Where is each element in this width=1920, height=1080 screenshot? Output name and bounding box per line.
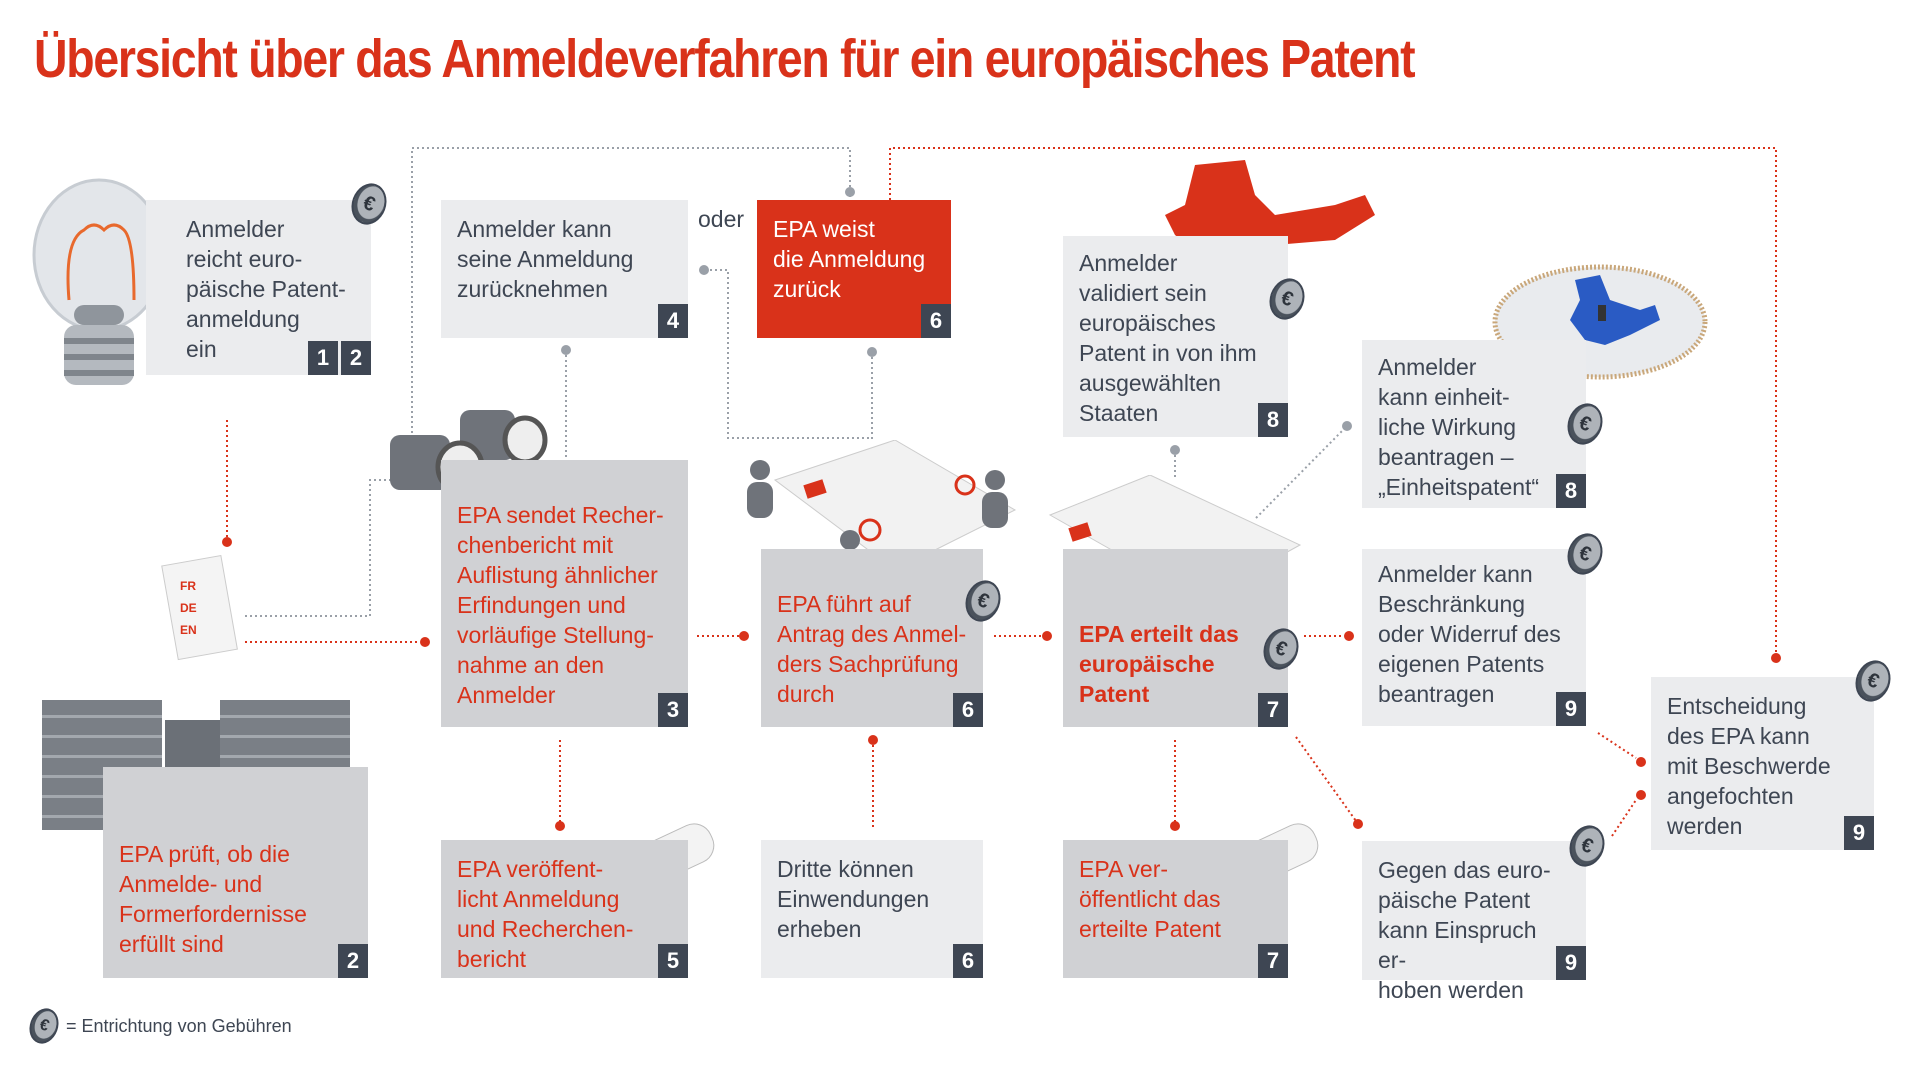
- rule-badge: 6: [953, 693, 983, 727]
- step-third-party: Dritte können Einwendungen erheben 6: [761, 840, 983, 978]
- step-appeal: Entscheidung des EPA kann mit Beschwerde…: [1651, 677, 1874, 850]
- rule-badge: 2: [341, 341, 371, 375]
- rule-badge: 6: [953, 944, 983, 978]
- step-search-report: EPA sendet Recher- chenbericht mit Aufli…: [441, 460, 688, 727]
- rule-badge: 3: [658, 693, 688, 727]
- rule-badge: 9: [1556, 946, 1586, 980]
- step-limitation: Anmelder kann Beschränkung oder Widerruf…: [1362, 549, 1586, 726]
- step-formal-check: EPA prüft, ob die Anmelde- und Formerfor…: [103, 767, 368, 978]
- step-text: Anmelder kann Beschränkung oder Widerruf…: [1378, 559, 1570, 709]
- rule-badge: 9: [1556, 692, 1586, 726]
- legend: € = Entrichtung von Gebühren: [30, 1008, 292, 1044]
- rule-badge: 4: [658, 304, 688, 338]
- step-grant: EPA erteilt das europäische Patent 7: [1063, 549, 1288, 727]
- step-text: Entscheidung des EPA kann mit Beschwerde…: [1667, 691, 1858, 841]
- rule-badge: 2: [338, 944, 368, 978]
- step-withdraw: Anmelder kann seine Anmeldung zurücknehm…: [441, 200, 688, 338]
- svg-text:DE: DE: [180, 601, 197, 615]
- step-text: EPA sendet Recher- chenbericht mit Aufli…: [457, 500, 672, 710]
- euro-coin-icon: €: [25, 1004, 64, 1047]
- rule-badge: 1: [308, 341, 338, 375]
- or-label: oder: [698, 206, 744, 233]
- step-text: Anmelder kann einheit- liche Wirkung bea…: [1378, 352, 1570, 502]
- step-opposition: Gegen das euro- päische Patent kann Eins…: [1362, 841, 1586, 980]
- svg-text:FR: FR: [180, 579, 196, 593]
- step-text: EPA prüft, ob die Anmelde- und Formerfor…: [119, 839, 352, 959]
- step-validation: Anmelder validiert sein europäisches Pat…: [1063, 236, 1288, 437]
- svg-text:EN: EN: [180, 623, 197, 637]
- rule-badge: 8: [1556, 474, 1586, 508]
- rule-badge: 7: [1258, 693, 1288, 727]
- rule-badge: 7: [1258, 944, 1288, 978]
- step-grant-publication: EPA ver- öffentlicht das erteilte Patent…: [1063, 840, 1288, 978]
- step-text: EPA führt auf Antrag des Anmel- ders Sac…: [777, 589, 967, 709]
- step-text: Anmelder validiert sein europäisches Pat…: [1079, 248, 1272, 428]
- rule-badge: 6: [921, 304, 951, 338]
- legend-text: = Entrichtung von Gebühren: [66, 1016, 292, 1037]
- step-text: Dritte können Einwendungen erheben: [777, 854, 967, 944]
- step-text: EPA weist die Anmeldung zurück: [773, 214, 935, 304]
- step-filing: Anmelder reicht euro- päische Patent- an…: [146, 200, 371, 375]
- rule-badge: 8: [1258, 403, 1288, 437]
- rule-badge: 9: [1844, 816, 1874, 850]
- step-unitary-patent: Anmelder kann einheit- liche Wirkung bea…: [1362, 340, 1586, 508]
- step-text: EPA erteilt das europäische Patent: [1079, 619, 1272, 709]
- step-text: Gegen das euro- päische Patent kann Eins…: [1378, 855, 1570, 1005]
- step-text: Anmelder kann seine Anmeldung zurücknehm…: [457, 214, 672, 304]
- step-text: EPA veröffent- licht Anmeldung und Reche…: [457, 854, 672, 974]
- step-examination: EPA führt auf Antrag des Anmel- ders Sac…: [761, 549, 983, 727]
- step-refuse: EPA weist die Anmeldung zurück 6: [757, 200, 951, 338]
- step-publication: EPA veröffent- licht Anmeldung und Reche…: [441, 840, 688, 978]
- step-text: EPA ver- öffentlicht das erteilte Patent: [1079, 854, 1272, 944]
- rule-badge: 5: [658, 944, 688, 978]
